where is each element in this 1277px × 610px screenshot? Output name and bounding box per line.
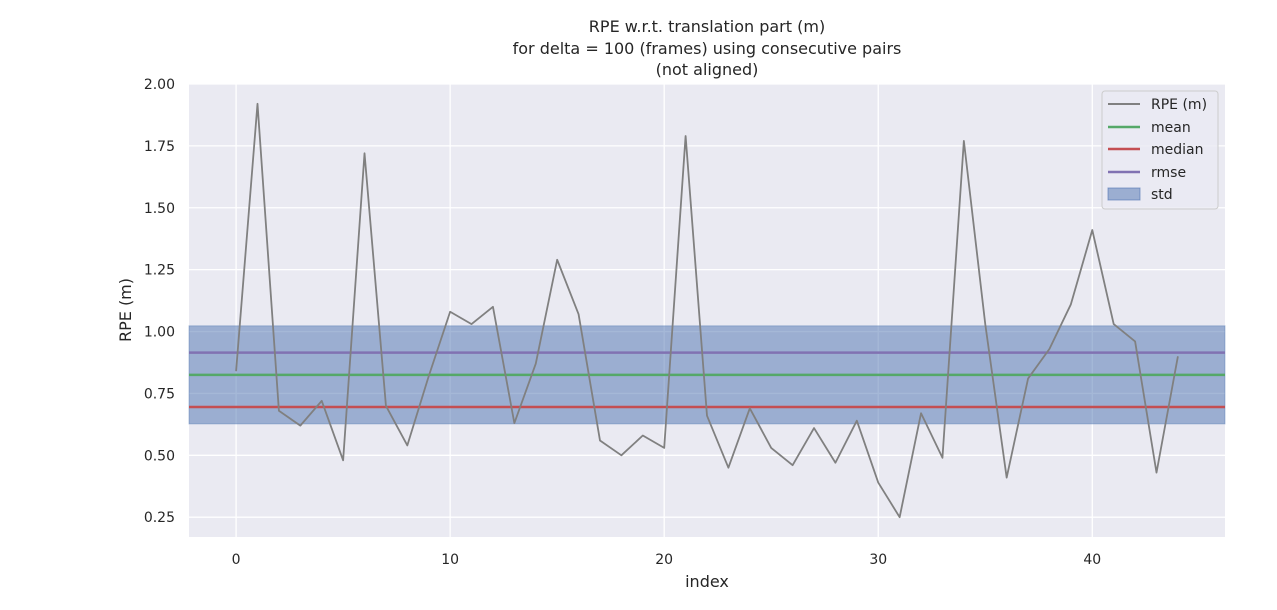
rpe-point	[428, 375, 429, 376]
rpe-point	[407, 445, 408, 446]
rpe-point	[1092, 229, 1093, 230]
rpe-point	[599, 440, 600, 441]
y-tick-label: 1.75	[144, 139, 175, 155]
y-tick-label: 0.25	[144, 510, 175, 526]
rpe-point	[706, 415, 707, 416]
y-axis-label: RPE (m)	[116, 278, 135, 342]
plot-area	[189, 84, 1225, 537]
legend-label-rmse: rmse	[1151, 165, 1186, 181]
rpe-point	[920, 413, 921, 414]
rpe-point	[664, 447, 665, 448]
x-tick-label: 20	[655, 552, 673, 568]
y-tick-label: 1.50	[144, 201, 175, 217]
rpe-point	[749, 408, 750, 409]
x-tick-label: 40	[1083, 552, 1101, 568]
legend-box	[1101, 90, 1219, 210]
rpe-point	[942, 457, 943, 458]
rpe-point	[343, 460, 344, 461]
rpe-point	[1156, 472, 1157, 473]
rpe-point	[450, 311, 451, 312]
legend-label-std: std	[1151, 187, 1173, 203]
y-tick-label: 2.00	[144, 77, 175, 93]
chart-title-line-1: RPE w.r.t. translation part (m)	[589, 17, 825, 36]
chart-title-line-3: (not aligned)	[656, 60, 759, 79]
rpe-point	[985, 324, 986, 325]
rpe-point	[728, 467, 729, 468]
rpe-point	[899, 517, 900, 518]
chart-title-line-2: for delta = 100 (frames) using consecuti…	[513, 39, 902, 58]
rpe-point	[321, 400, 322, 401]
rpe-point	[578, 314, 579, 315]
rpe-point	[685, 135, 686, 136]
legend-label-rpe: RPE (m)	[1151, 97, 1207, 113]
x-axis-label: index	[685, 572, 729, 591]
rpe-point	[300, 425, 301, 426]
legend: RPE (m) mean median rmse std	[1101, 90, 1219, 210]
rpe-point	[514, 423, 515, 424]
rpe-point	[535, 363, 536, 364]
rpe-point	[642, 435, 643, 436]
x-tick-label: 10	[441, 552, 459, 568]
rpe-point	[1134, 341, 1135, 342]
rpe-point	[621, 455, 622, 456]
rpe-point	[557, 259, 558, 260]
y-tick-label: 1.25	[144, 263, 175, 279]
y-tick-label: 0.50	[144, 448, 175, 464]
legend-swatch-std	[1107, 187, 1141, 201]
rpe-point	[278, 410, 279, 411]
y-ticks: 0.25 0.50 0.75 1.00 1.25 1.50 1.75 2.00	[144, 77, 175, 526]
rpe-point	[492, 306, 493, 307]
rpe-series-line	[235, 102, 1179, 519]
y-tick-label: 1.00	[144, 325, 175, 341]
x-tick-label: 30	[869, 552, 887, 568]
rpe-point	[835, 462, 836, 463]
rpe-point	[235, 371, 236, 372]
rpe-point	[257, 103, 258, 104]
rpe-point	[1070, 304, 1071, 305]
rpe-point	[364, 153, 365, 154]
rpe-point	[1006, 477, 1007, 478]
rpe-point	[963, 140, 964, 141]
rpe-point	[1113, 324, 1114, 325]
chart-title: RPE w.r.t. translation part (m) for delt…	[513, 17, 902, 79]
x-ticks: 0 10 20 30 40	[232, 552, 1102, 568]
series	[235, 102, 1179, 519]
legend-label-mean: mean	[1151, 120, 1191, 136]
rpe-point	[471, 324, 472, 325]
rpe-point	[1027, 378, 1028, 379]
rpe-point	[1177, 356, 1178, 357]
rpe-point	[771, 447, 772, 448]
rpe-point	[856, 420, 857, 421]
rpe-point	[385, 405, 386, 406]
y-tick-label: 0.75	[144, 386, 175, 402]
rpe-point	[792, 465, 793, 466]
rpe-point	[813, 427, 814, 428]
rpe-point	[1049, 348, 1050, 349]
legend-label-median: median	[1151, 142, 1203, 158]
x-tick-label: 0	[232, 552, 241, 568]
rpe-point	[878, 482, 879, 483]
